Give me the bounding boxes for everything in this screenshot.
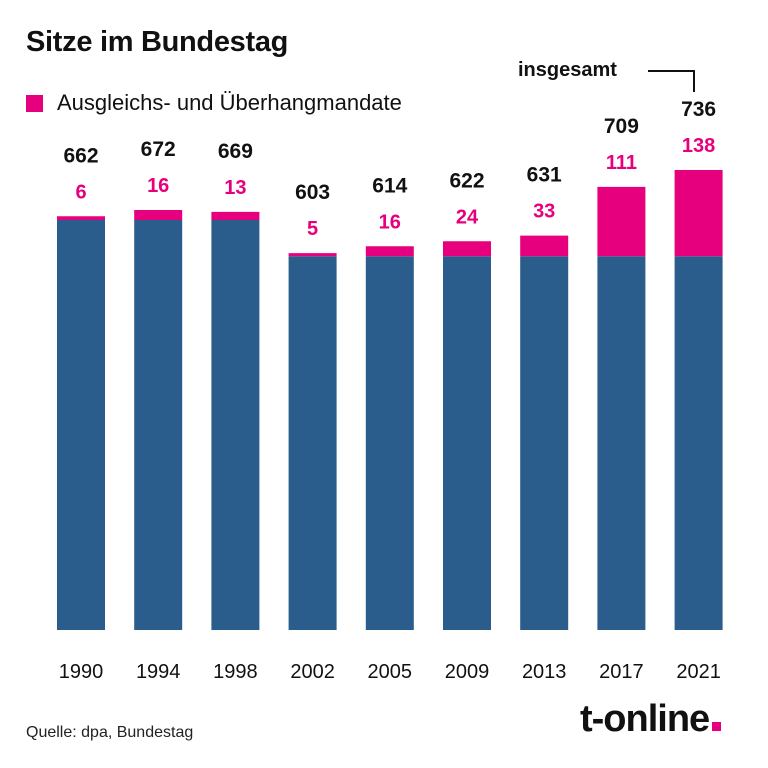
total-label-2021: 736: [681, 98, 716, 121]
bar-extra-2013: [520, 235, 569, 257]
source-note: Quelle: dpa, Bundestag: [26, 724, 194, 741]
extra-label-1998: 13: [224, 177, 246, 199]
total-label-1998: 669: [218, 140, 253, 163]
bar-extra-1998: [211, 211, 260, 220]
x-tick-2009: 2009: [445, 661, 490, 683]
x-tick-1998: 1998: [213, 661, 258, 683]
x-tick-2002: 2002: [290, 661, 335, 683]
x-tick-2021: 2021: [676, 661, 721, 683]
extra-label-2017: 111: [606, 152, 637, 174]
total-annotation-pointer: [693, 70, 695, 92]
chart-title: Sitze im Bundestag: [26, 26, 289, 58]
bar-base-2021: [674, 256, 723, 630]
extra-label-2009: 24: [456, 206, 479, 228]
total-label-2002: 603: [295, 181, 330, 204]
legend-label-extra: Ausgleichs- und Überhangmandate: [57, 90, 402, 115]
bar-base-1998: [211, 220, 260, 630]
bar-extra-2005: [365, 246, 414, 257]
bar-extra-2017: [597, 186, 646, 257]
x-tick-2005: 2005: [368, 661, 413, 683]
total-label-2013: 631: [527, 164, 562, 187]
brand-logo: t-online: [580, 698, 722, 741]
total-label-2005: 614: [372, 174, 407, 197]
bar-base-1990: [57, 220, 105, 630]
bar-extra-2009: [443, 241, 491, 257]
bar-base-2002: [288, 256, 337, 630]
bar-extra-1990: [57, 216, 105, 220]
bar-base-2017: [597, 256, 646, 630]
x-tick-2013: 2013: [522, 661, 567, 683]
total-label-1994: 672: [141, 138, 176, 161]
bar-extra-2021: [674, 170, 723, 257]
bar-extra-2002: [288, 253, 337, 257]
total-annotation-line: [648, 70, 694, 72]
extra-label-2005: 16: [379, 211, 401, 233]
total-annotation: insgesamt: [518, 59, 617, 81]
bar-base-2005: [365, 256, 414, 630]
extra-label-1990: 6: [75, 181, 86, 203]
bar-base-2009: [443, 256, 491, 630]
extra-label-1994: 16: [147, 175, 169, 197]
total-label-1990: 662: [63, 144, 98, 167]
extra-label-2021: 138: [682, 135, 715, 157]
x-tick-2017: 2017: [599, 661, 644, 683]
x-tick-1990: 1990: [59, 661, 104, 683]
brand-dot: [712, 722, 722, 731]
bar-base-2013: [520, 256, 569, 630]
brand-name: t-online: [580, 698, 710, 740]
total-label-2017: 709: [604, 115, 639, 138]
bar-extra-1994: [134, 210, 183, 220]
legend-swatch-extra: [26, 94, 43, 112]
extra-label-2013: 33: [533, 201, 555, 223]
bar-base-1994: [134, 220, 183, 630]
x-tick-1994: 1994: [136, 661, 181, 683]
extra-label-2002: 5: [307, 218, 318, 240]
total-label-2009: 622: [449, 169, 484, 192]
legend: Ausgleichs- und Überhangmandate: [26, 90, 402, 116]
